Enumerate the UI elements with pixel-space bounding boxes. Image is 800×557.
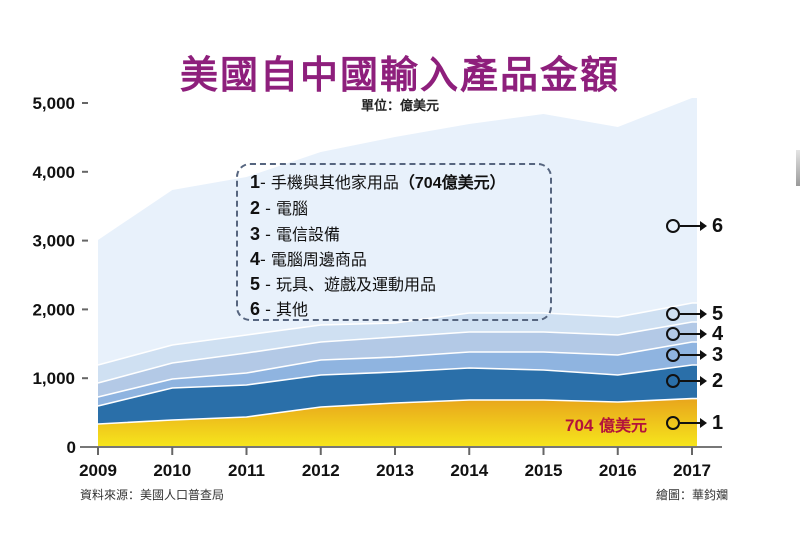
series-marker-4: 4 bbox=[666, 323, 723, 345]
y-tick-label: 4,000 bbox=[32, 163, 75, 182]
x-tick-label: 2013 bbox=[376, 461, 414, 480]
series-marker-6: 6 bbox=[666, 215, 723, 237]
x-tick-label: 2017 bbox=[673, 461, 711, 480]
series1-amount-annotation: 704 億美元 bbox=[565, 416, 647, 435]
area-series-2 bbox=[98, 365, 697, 424]
y-tick-label: 2,000 bbox=[32, 300, 75, 319]
arrow-right-icon bbox=[700, 350, 707, 360]
area-series-3 bbox=[98, 342, 697, 406]
data-source: 資料來源：美國人口普查局 bbox=[80, 488, 225, 502]
circle-icon bbox=[666, 374, 680, 388]
series-boundary bbox=[97, 364, 697, 407]
series-boundary bbox=[97, 321, 697, 384]
x-tick-label: 2011 bbox=[228, 461, 265, 480]
circle-icon bbox=[666, 307, 680, 321]
legend-box bbox=[236, 163, 552, 321]
legend-item-5: 5 - 玩具、遊戲及運動用品 bbox=[250, 274, 436, 295]
area-series-1 bbox=[98, 398, 697, 447]
series-boundary bbox=[97, 397, 697, 425]
chart-title: 美國自中國輸入產品金額 bbox=[179, 53, 620, 97]
circle-icon bbox=[666, 348, 680, 362]
y-tick-label: 3,000 bbox=[32, 232, 75, 251]
circle-icon bbox=[666, 416, 680, 430]
series-boundary bbox=[97, 302, 697, 366]
arrow-right-icon bbox=[700, 329, 707, 339]
series-marker-2: 2 bbox=[666, 370, 723, 392]
area-series-4 bbox=[98, 322, 697, 397]
x-tick-label: 2012 bbox=[302, 461, 340, 480]
legend-item-6: 6 - 其他 bbox=[250, 299, 308, 320]
legend-item-2: 2 - 電腦 bbox=[250, 198, 308, 219]
legend: 1- 手機與其他家用品（704億美元） 2 - 電腦 3 - 電信設備 4- 電… bbox=[250, 170, 506, 323]
x-tick-label: 2016 bbox=[599, 461, 637, 480]
circle-icon bbox=[666, 219, 680, 233]
series-marker-3: 3 bbox=[666, 344, 723, 366]
arrow-right-icon bbox=[700, 376, 707, 386]
arrow-right-icon bbox=[700, 309, 707, 319]
area-layers bbox=[97, 98, 697, 447]
series-boundary bbox=[97, 341, 697, 398]
series-marker-1: 1 bbox=[666, 412, 723, 434]
legend-item-4: 4- 電腦周邊商品 bbox=[250, 248, 367, 269]
edge-fragment bbox=[796, 150, 800, 186]
series-marker-5: 5 bbox=[666, 303, 723, 325]
graphic-credit: 繪圖：華鈞斕 bbox=[656, 488, 729, 502]
area-series-5 bbox=[98, 303, 697, 383]
arrow-right-icon bbox=[700, 221, 707, 231]
y-tick-label: 1,000 bbox=[32, 369, 75, 388]
circle-icon bbox=[666, 327, 680, 341]
legend-item-1: 1- 手機與其他家用品（704億美元） bbox=[250, 172, 506, 192]
legend-item-3: 3 - 電信設備 bbox=[250, 223, 340, 244]
y-tick-label: 5,000 bbox=[32, 94, 75, 113]
x-tick-label: 2015 bbox=[525, 461, 563, 480]
arrow-right-icon bbox=[700, 418, 707, 428]
x-tick-label: 2010 bbox=[153, 461, 191, 480]
axes: 0 1,000 2,000 3,000 4,000 5,000 2009 2010 2011 20… bbox=[32, 94, 722, 480]
x-tick-label: 2009 bbox=[79, 461, 117, 480]
y-tick-label: 0 bbox=[67, 438, 76, 457]
area-series-6 bbox=[98, 98, 697, 365]
unit-label: 單位：億美元 bbox=[360, 99, 439, 114]
x-tick-label: 2014 bbox=[450, 461, 488, 480]
